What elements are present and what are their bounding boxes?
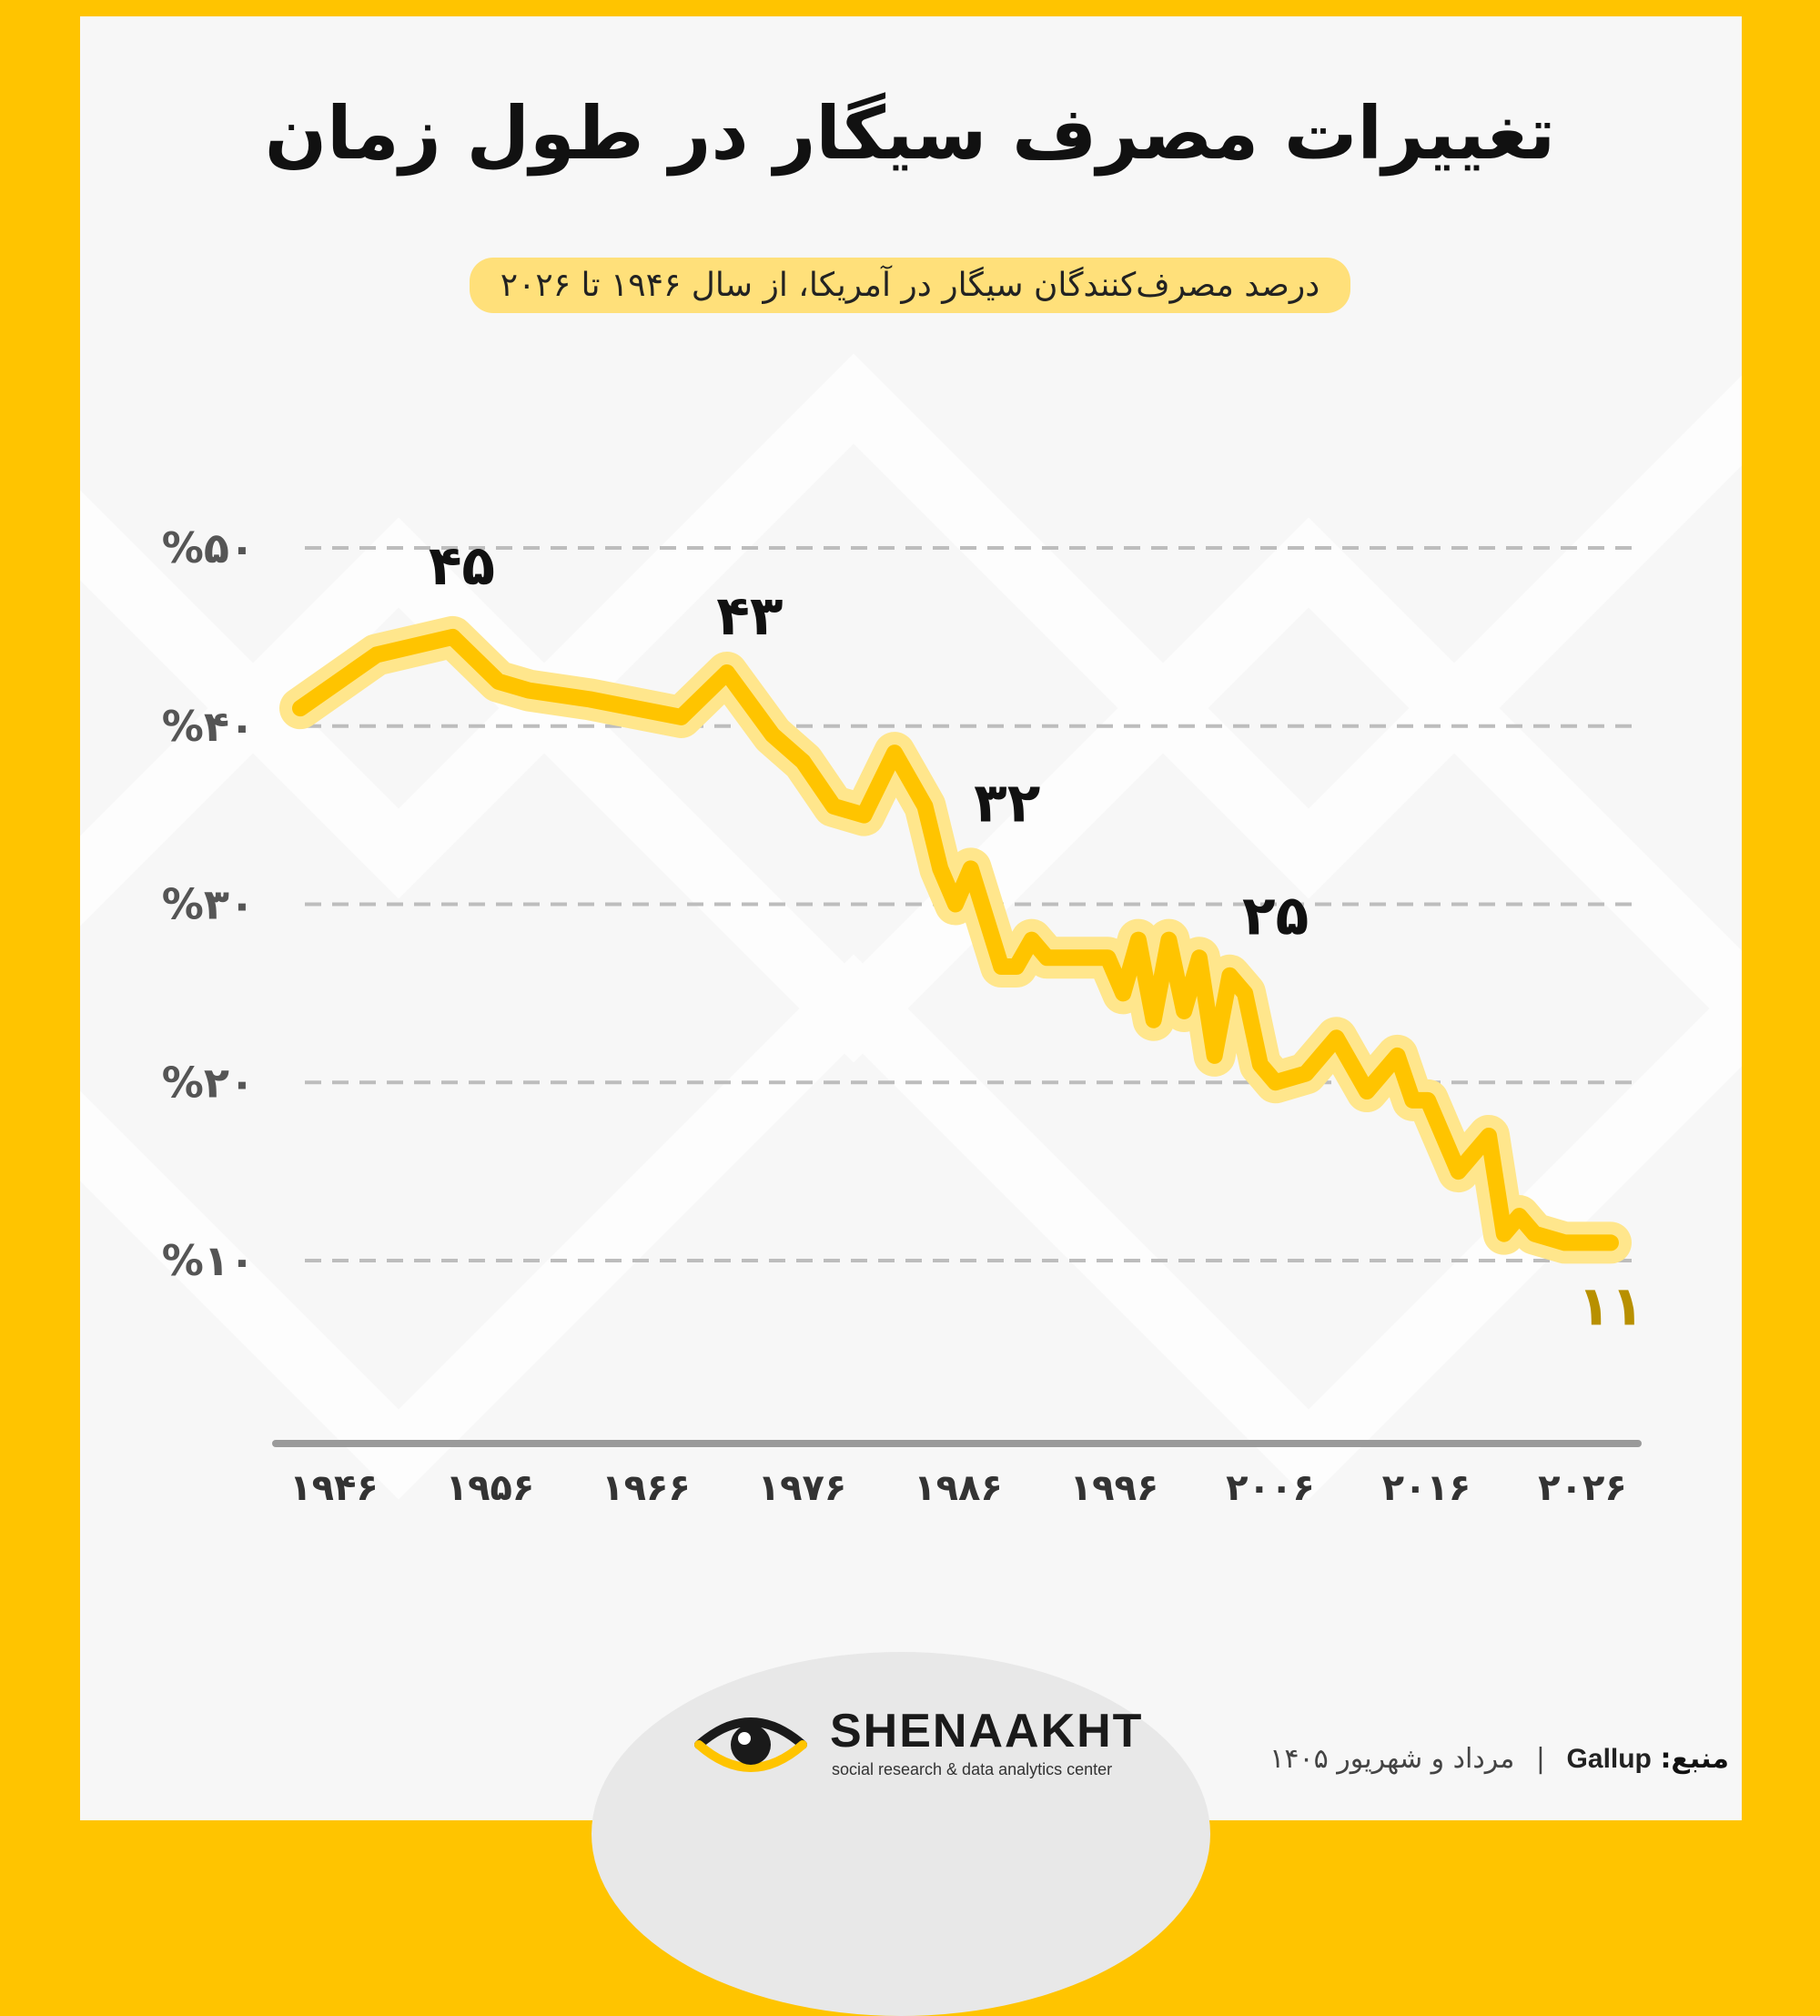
- x-tick-label: ۲۰۰۶: [1226, 1467, 1315, 1509]
- x-tick-label: ۱۹۶۶: [602, 1467, 691, 1509]
- shenaakht-eye-logo-icon: [694, 1717, 807, 1772]
- brand-tagline: social research & data analytics center: [832, 1760, 1113, 1778]
- data-label: ۴۳: [716, 584, 783, 648]
- data-label: ۴۵: [429, 534, 495, 598]
- y-tick-label: %۳۰: [162, 880, 255, 929]
- x-tick-label: ۱۹۷۶: [758, 1467, 847, 1509]
- data-label: ۱۱: [1577, 1274, 1643, 1338]
- data-label: ۳۲: [974, 771, 1040, 835]
- series-line: [292, 628, 1619, 1251]
- source-separator: |: [1535, 1743, 1545, 1775]
- x-tick-label: ۲۰۲۶: [1538, 1467, 1627, 1509]
- source-name: Gallup: [1566, 1744, 1652, 1774]
- x-tick-label: ۱۹۵۶: [446, 1467, 535, 1509]
- x-tick-label: ۲۰۱۶: [1382, 1467, 1471, 1509]
- y-tick-label: %۴۰: [162, 702, 255, 751]
- x-tick-label: ۱۹۹۶: [1070, 1467, 1159, 1509]
- chart-title: تغییرات مصرف سیگار در طول زمان: [264, 91, 1556, 176]
- x-tick-label: ۱۹۴۶: [289, 1467, 379, 1509]
- data-label: ۲۵: [1242, 884, 1309, 947]
- subtitle-wrap: درصد مصرف‌کنندگان سیگار در آمریکا، از سا…: [0, 258, 1820, 313]
- content-panel: [80, 16, 1742, 1820]
- y-tick-label: %۲۰: [162, 1058, 255, 1107]
- line-chart: %۱۰ %۲۰ %۳۰ %۴۰ %۵۰ ۱۹۴۶ ۱۹۵۶ ۱۹۶۶ ۱۹۷۶ ۱۹۸۶ ۱۹۹۶ ۲…: [162, 523, 1644, 1509]
- source-date: مرداد و شهریور ۱۴۰۵: [1269, 1743, 1515, 1775]
- chart-subtitle: درصد مصرف‌کنندگان سیگار در آمریکا، از سا…: [469, 258, 1351, 313]
- y-tick-label: %۱۰: [162, 1236, 255, 1285]
- source-note: منبع: Gallup | مرداد و شهریور ۱۴۰۵: [1269, 1743, 1729, 1775]
- source-label: منبع:: [1660, 1743, 1729, 1775]
- y-tick-label: %۵۰: [162, 523, 255, 572]
- brand-name: SHENAAKHT: [830, 1705, 1144, 1758]
- background-pattern: [80, 353, 1742, 1500]
- x-tick-label: ۱۹۸۶: [914, 1467, 1003, 1509]
